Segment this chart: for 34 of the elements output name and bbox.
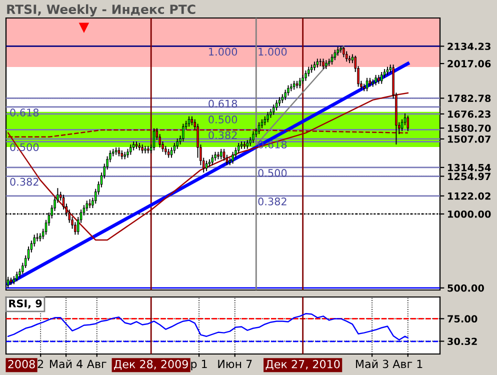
x-tick-label: Авг 1 [392, 360, 422, 368]
y-tick-label: 2134.23 [448, 42, 490, 50]
ref-line-label: Дек 28, 2009 [114, 360, 188, 370]
x-tick-label: Авг [86, 360, 106, 368]
x-tick-label: Май 3 [356, 360, 388, 368]
y-tick-label: 1676.23 [448, 110, 490, 118]
annotation: 0.382 [258, 198, 286, 206]
y-tick-label: 30.32 [448, 338, 477, 346]
x-tick-label: Июн 7 [218, 360, 252, 368]
annotation: 0.500 [208, 116, 238, 124]
y-tick-label: 1507.07 [448, 135, 490, 143]
y-tick-label: 2017.06 [448, 60, 491, 68]
text: 2008 [8, 360, 35, 368]
y-tick-label: 1782.78 [448, 94, 491, 102]
y-tick-label: 1000.00 [448, 210, 491, 218]
annotation: 0.382 [208, 131, 237, 140]
annotation: 0.382 [10, 178, 38, 186]
y-tick-label: 1254.97 [448, 172, 490, 180]
annotation: 0.500 [258, 169, 287, 177]
annotation: 0.618 [10, 108, 39, 116]
chart-title: RSI, 9 [9, 299, 42, 309]
chart-title: RTSI, Weekly - Индекс РТС [7, 4, 196, 17]
x-tick-label: 2 [38, 360, 44, 368]
y-tick-label: 1122.02 [448, 192, 490, 200]
y-tick-label: 1580.70 [448, 124, 491, 132]
x-tick-label: р 1 [191, 360, 207, 370]
annotation: 1.000 [258, 48, 287, 56]
ref-line-label: Дек 27, 2010 [266, 360, 340, 370]
annotation: 1.000 [209, 48, 238, 56]
y-tick-label: 500.00 [448, 284, 484, 292]
x-tick-label: Май 4 [50, 360, 83, 368]
annotation: 0.618 [208, 100, 238, 108]
y-tick-label: 1314.54 [448, 164, 491, 172]
y-tick-label: 75.00 [448, 315, 478, 323]
